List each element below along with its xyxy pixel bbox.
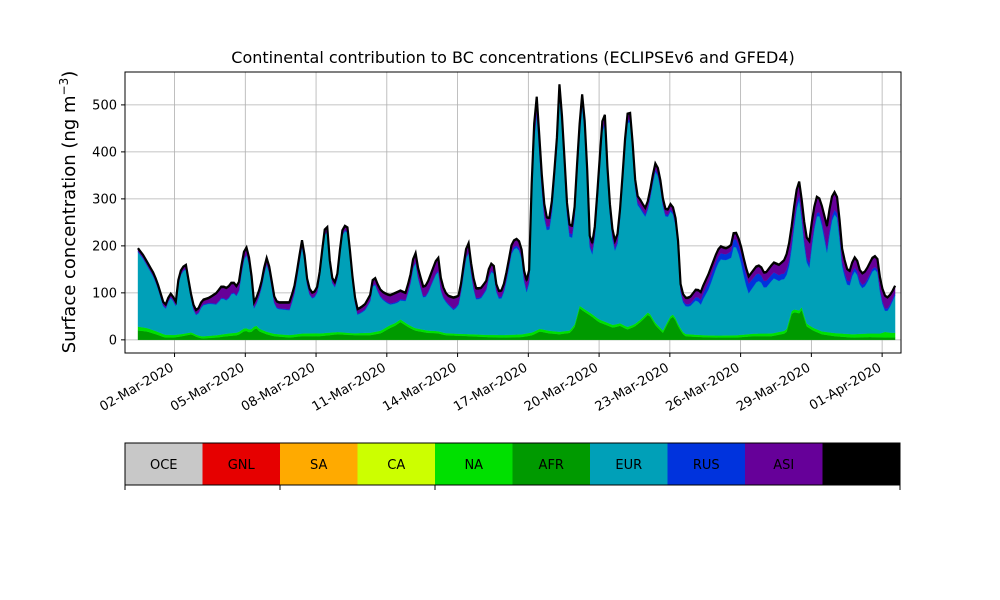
- legend-label-oce: OCE: [150, 458, 178, 473]
- x-tick-label: 01-Apr-2020: [807, 360, 884, 413]
- legend-frame: [124, 442, 901, 486]
- legend-swatch-aus: [822, 443, 900, 485]
- legend-label-asi: ASI: [773, 458, 794, 473]
- legend-swatch-ca: [357, 443, 435, 485]
- x-axis: 02-Mar-202005-Mar-202008-Mar-202011-Mar-…: [97, 353, 884, 415]
- legend-label-na: NA: [464, 458, 483, 473]
- x-tick-label: 14-Mar-2020: [380, 360, 459, 414]
- legend-swatch-rus: [667, 443, 745, 485]
- chart-title: Continental contribution to BC concentra…: [231, 48, 794, 67]
- legend-label-gnl: GNL: [228, 458, 256, 473]
- series-outline-aus: [137, 84, 897, 312]
- legend-swatch-na: [435, 443, 513, 485]
- legend-swatch-asi: [745, 443, 823, 485]
- legend-swatch-oce: [125, 443, 203, 485]
- x-tick-label: 08-Mar-2020: [239, 360, 318, 414]
- x-tick-label: 17-Mar-2020: [451, 360, 530, 414]
- y-tick-label: 200: [92, 239, 117, 254]
- y-tick-label: 300: [92, 192, 117, 207]
- legend-swatch-eur: [590, 443, 668, 485]
- y-axis: 0 100 200 300 400 500: [92, 98, 125, 348]
- x-tick-label: 29-Mar-2020: [734, 360, 813, 414]
- y-tick-label: 500: [92, 98, 117, 113]
- x-tick-label: 20-Mar-2020: [522, 360, 601, 414]
- area-series: [137, 84, 897, 340]
- legend-swatch-gnl: [202, 443, 280, 485]
- legend-swatch-sa: [280, 443, 358, 485]
- x-tick-label: 23-Mar-2020: [593, 360, 672, 414]
- y-tick-label: 100: [92, 286, 117, 301]
- y-tick-label: 0: [109, 333, 117, 348]
- legend-label-ca: CA: [387, 458, 405, 473]
- y-axis-label-main: Surface concentration (ng m: [59, 95, 80, 353]
- legend-label-sa: SA: [310, 458, 327, 473]
- x-tick-label: 02-Mar-2020: [97, 360, 176, 414]
- legend-swatch-afr: [512, 443, 590, 485]
- x-tick-label: 26-Mar-2020: [663, 360, 742, 414]
- y-axis-label: Surface concentration (ng m−3): [57, 71, 80, 354]
- area-eur: [137, 96, 896, 337]
- y-axis-label-close: ): [59, 71, 80, 78]
- y-axis-label-exponent: −3: [57, 78, 71, 96]
- x-tick-label: 05-Mar-2020: [168, 360, 247, 414]
- legend-label-rus: RUS: [693, 458, 720, 473]
- legend-label-afr: AFR: [539, 458, 564, 473]
- y-tick-label: 400: [92, 145, 117, 160]
- plot-frame: [124, 71, 902, 354]
- legend-label-eur: EUR: [615, 458, 642, 473]
- x-tick-label: 11-Mar-2020: [310, 360, 389, 414]
- legend-label-aus: AUS: [848, 458, 875, 473]
- region-colorbar: OCE GNL SA CA NA AFR EUR RUS ASI AUS: [124, 442, 901, 490]
